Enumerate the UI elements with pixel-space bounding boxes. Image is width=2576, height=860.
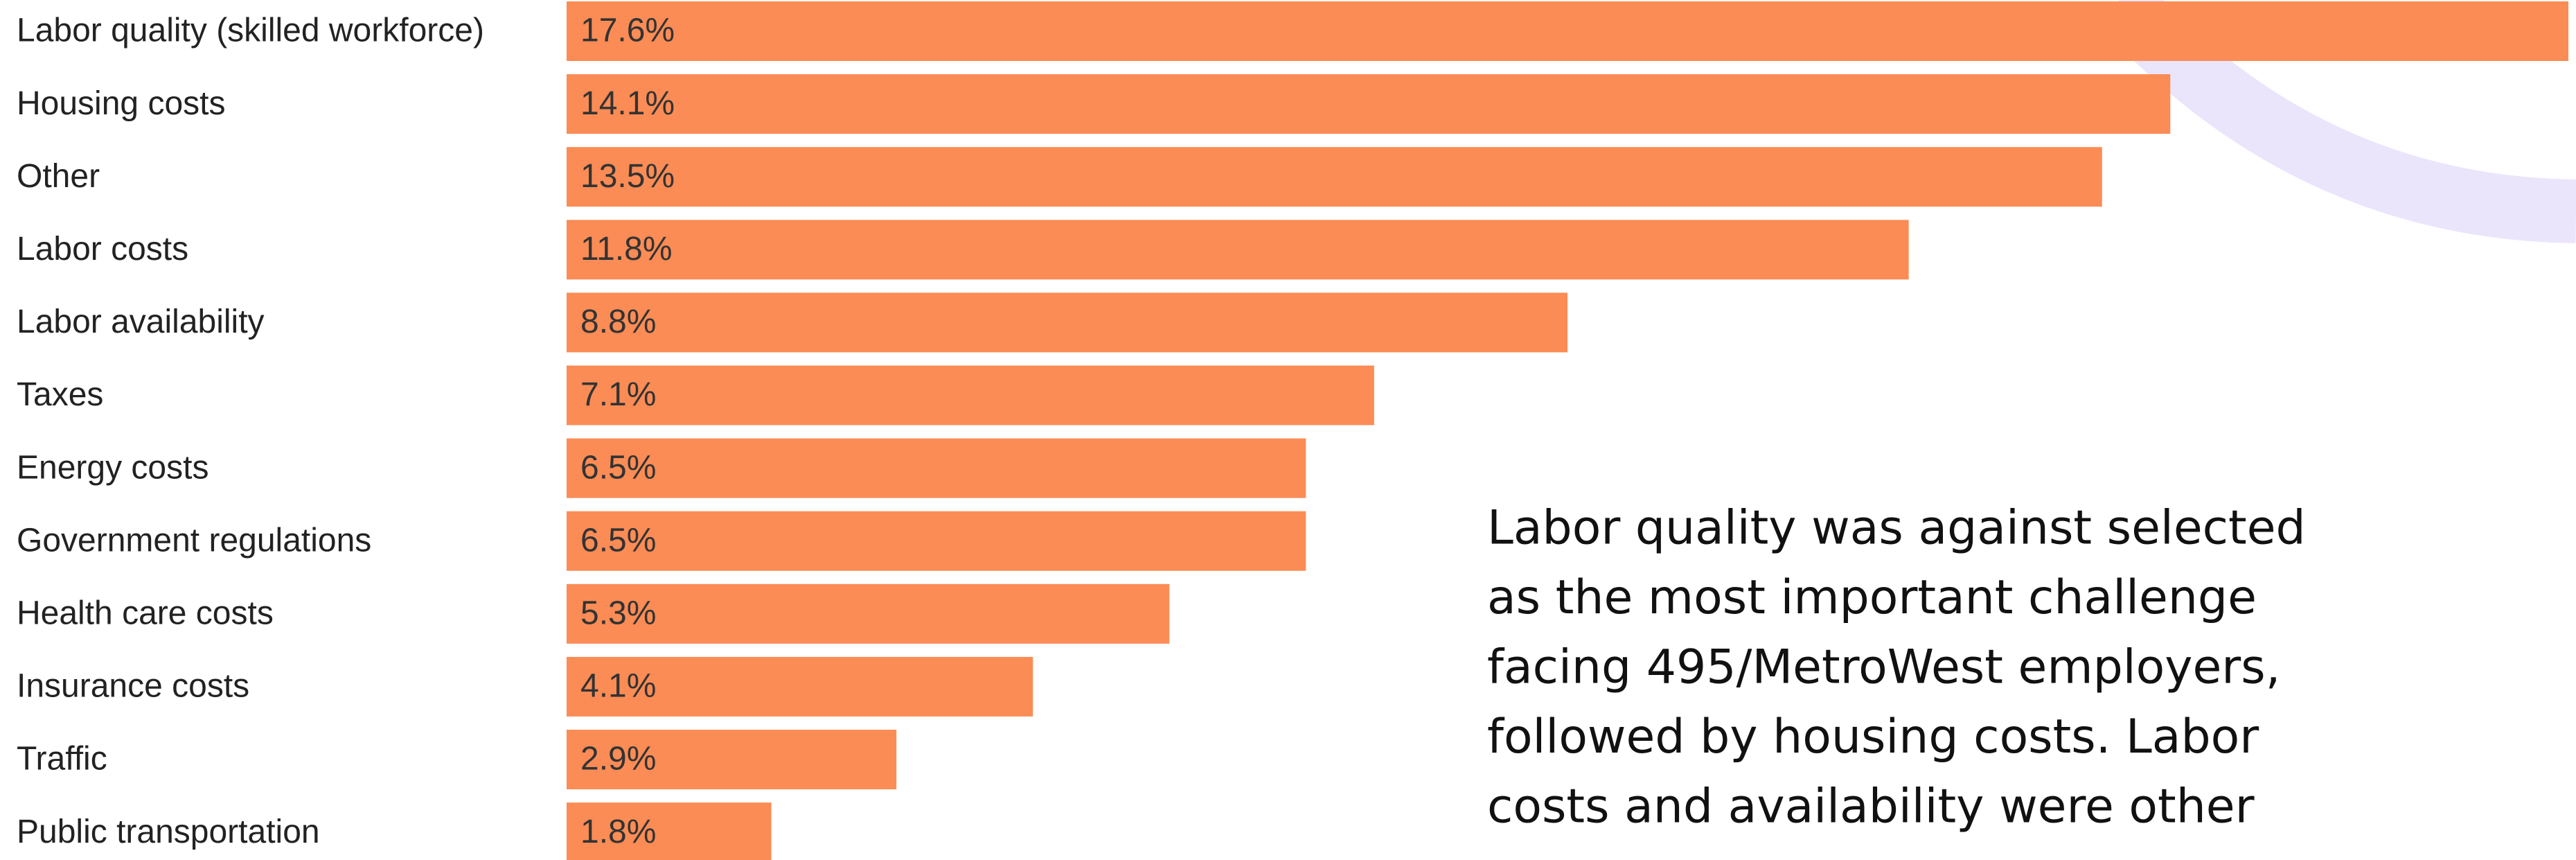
category-label: Public transportation <box>17 814 320 850</box>
bar <box>567 511 1306 571</box>
annotation-line: costs and availability were other <box>1487 780 2255 834</box>
annotation-line: Labor quality was against selected <box>1487 501 2306 556</box>
category-label: Housing costs <box>17 85 225 122</box>
bar <box>567 365 1374 425</box>
bar <box>567 438 1306 498</box>
value-label: 17.6% <box>580 12 675 49</box>
value-label: 14.1% <box>580 85 675 122</box>
category-label: Labor costs <box>17 231 188 267</box>
category-label: Energy costs <box>17 449 208 486</box>
category-label: Labor availability <box>17 304 265 340</box>
category-label: Insurance costs <box>17 668 249 705</box>
category-label: Taxes <box>17 376 103 413</box>
bar <box>567 802 772 860</box>
category-label: Other <box>17 158 100 195</box>
annotation-line: followed by housing costs. Labor <box>1487 710 2259 764</box>
category-label: Labor quality (skilled workforce) <box>17 12 484 49</box>
value-label: 11.8% <box>580 231 673 267</box>
value-label: 7.1% <box>580 376 656 413</box>
value-label: 5.3% <box>580 595 656 631</box>
category-label: Traffic <box>17 741 107 778</box>
value-label: 6.5% <box>580 449 656 486</box>
bar <box>567 74 2171 134</box>
bar <box>567 656 1033 717</box>
bar <box>567 147 2102 207</box>
annotation-line: facing 495/MetroWest employers, <box>1487 640 2280 695</box>
category-label: Government regulations <box>17 522 371 559</box>
value-label: 6.5% <box>580 522 656 559</box>
value-label: 4.1% <box>580 668 656 705</box>
value-label: 2.9% <box>580 741 656 778</box>
bar <box>567 730 897 789</box>
value-label: 1.8% <box>580 814 656 850</box>
value-label: 8.8% <box>580 304 656 340</box>
bar <box>567 1 2568 61</box>
annotation-line: as the most important challenge <box>1487 570 2257 625</box>
value-label: 13.5% <box>580 158 675 195</box>
bar <box>567 583 1170 644</box>
category-label: Health care costs <box>17 595 274 631</box>
bar <box>567 220 1909 280</box>
bar <box>567 292 1567 353</box>
